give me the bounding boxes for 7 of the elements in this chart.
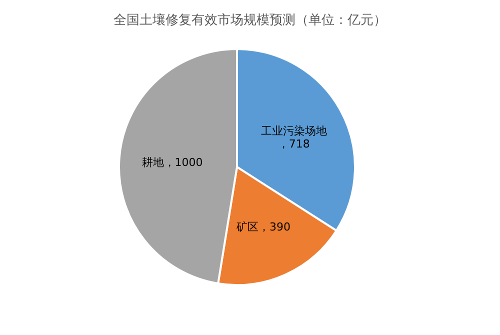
chart-title: 全国土壤修复有效市场规模预测（单位：亿元）	[114, 13, 386, 28]
data-label: ，718	[278, 138, 310, 151]
slice-label: 耕地	[142, 156, 164, 169]
slice-label: 工业污染场地	[260, 124, 327, 138]
data-label: ，390	[258, 220, 290, 234]
slice-label: 矿区	[235, 220, 258, 234]
data-label: ，1000	[164, 156, 203, 169]
